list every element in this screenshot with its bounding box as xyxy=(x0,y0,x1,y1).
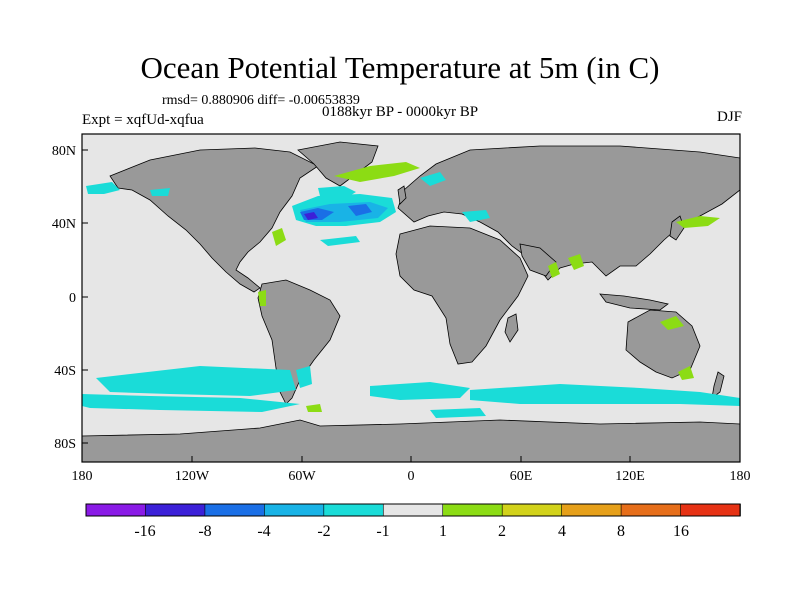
temperature-anomalies xyxy=(82,162,740,418)
colorbar-cell xyxy=(85,503,147,517)
colorbar-cell xyxy=(204,503,266,517)
colorbar-label: 4 xyxy=(558,523,566,540)
plot-title: Ocean Potential Temperature at 5m (in C) xyxy=(140,50,660,85)
colorbar-frame xyxy=(85,503,741,517)
lon-tick-label: 120E xyxy=(615,469,645,484)
eurasia xyxy=(397,145,740,281)
colorbar-cell xyxy=(323,503,385,517)
lon-tick-label: 60E xyxy=(510,469,533,484)
lon-tick-labels: 180 120W 60W 0 60E 120E 180 xyxy=(72,469,751,484)
map-canvas xyxy=(82,134,740,462)
lon-tick-label: 0 xyxy=(408,469,415,484)
colorbar: -16 -8 -4 -2 -1 1 2 4 8 16 xyxy=(85,503,741,540)
colorbar-cell xyxy=(501,503,563,517)
indonesia xyxy=(599,293,669,311)
colorbar-cell xyxy=(264,503,325,517)
lat-tick-label: 0 xyxy=(69,291,76,306)
africa xyxy=(395,225,529,365)
lat-tick-label: 80N xyxy=(52,144,76,159)
experiment-label: Expt = xqfUd-xqfua xyxy=(82,112,204,128)
colorbar-label: -16 xyxy=(134,523,155,540)
colorbar-cell xyxy=(680,503,741,517)
uk xyxy=(397,185,407,205)
land-masses xyxy=(82,141,740,462)
stats-readout: rmsd= 0.880906 diff= -0.00653839 xyxy=(162,93,360,108)
colorbar-cell xyxy=(620,503,682,517)
lat-tick-label: 40N xyxy=(52,217,76,232)
lat-tick-labels: 80N 40N 0 40S 80S xyxy=(52,144,76,452)
madagascar xyxy=(504,313,519,343)
period-label: 0188kyr BP - 0000kyr BP xyxy=(322,104,479,120)
colorbar-cell xyxy=(442,503,503,517)
colorbar-label: -1 xyxy=(376,523,389,540)
colorbar-label: 2 xyxy=(498,523,506,540)
map-ticks xyxy=(81,149,741,462)
colorbar-cell xyxy=(145,503,206,517)
colorbar-cell xyxy=(382,503,444,517)
lat-tick-label: 80S xyxy=(54,437,76,452)
colorbar-label: -8 xyxy=(198,523,211,540)
antarctica xyxy=(82,419,740,462)
colorbar-label: -2 xyxy=(317,523,330,540)
north-america xyxy=(109,147,319,293)
arabia xyxy=(519,243,557,277)
season-label: DJF xyxy=(716,109,742,125)
colorbar-label: -4 xyxy=(257,523,270,540)
colorbar-label: 8 xyxy=(617,523,625,540)
lon-tick-label: 180 xyxy=(72,469,93,484)
lon-tick-label: 120W xyxy=(175,469,210,484)
colorbar-label: 1 xyxy=(439,523,447,540)
colorbar-cell xyxy=(561,503,622,517)
lon-tick-label: 60W xyxy=(288,469,316,484)
lon-tick-label: 180 xyxy=(730,469,751,484)
lat-tick-label: 40S xyxy=(54,364,76,379)
colorbar-label: 16 xyxy=(673,523,689,540)
